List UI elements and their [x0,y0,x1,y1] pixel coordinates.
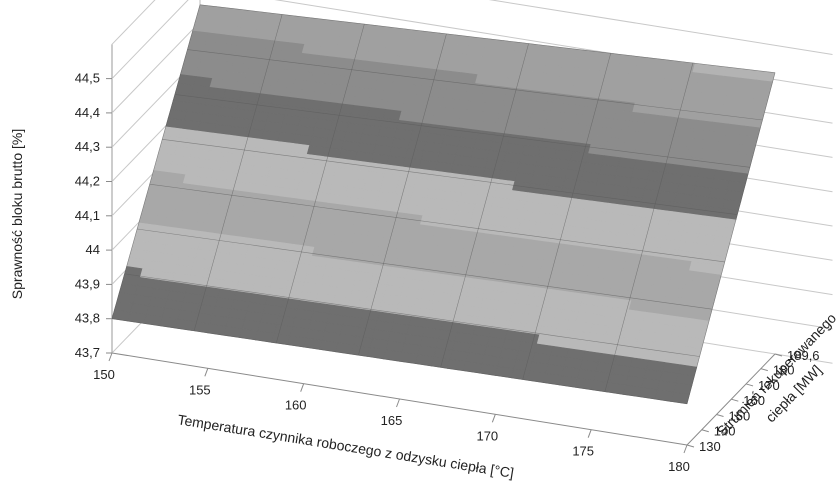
y-tick-mark [731,398,739,402]
z-tick-label: 44,4 [75,105,100,120]
z-tick-label: 44,5 [75,71,100,86]
y-tick-label: 180 [773,363,795,378]
y-axis-line [686,353,776,446]
y-tick-mark [774,353,783,357]
z-tick-label: 43,7 [75,345,100,360]
y-tick-label: 189,6 [787,348,820,363]
x-axis-title: Temperatura czynnika roboczego z odzysku… [177,411,515,481]
x-tick-mark [491,414,496,423]
tick-labels: 43,7 43,8 43,9 44 44,1 44,2 44,3 44,4 44,5 150 155… [75,71,820,474]
y-tick-mark [760,368,768,372]
surface-cell [111,309,131,322]
wall-gridline [111,0,833,55]
z-tick-label: 43,8 [75,311,100,326]
surface-gridline [111,4,201,319]
x-tick-label: 175 [572,444,594,459]
surface-cell [479,363,499,376]
z-tick-label: 43,9 [75,276,100,291]
surface-gridline [686,72,776,404]
surface-gridline [174,94,750,168]
x-tick-label: 180 [668,459,690,474]
surface-gridline [440,43,529,368]
y-tick-label: 170 [758,378,780,393]
y-tick-label: 150 [729,408,751,423]
x-tick-label: 170 [476,428,498,443]
surface-gridline [149,183,725,263]
y-tick-mark [745,383,754,387]
x-tick-label: 165 [381,413,403,428]
surface-gridline [162,139,738,215]
z-tick-label: 44,2 [75,174,100,189]
surface-gridline [276,24,365,344]
y-tick-label: 130 [699,439,721,454]
surface-grid [111,4,776,405]
surface-gridline [124,273,700,357]
z-axis-title: Sprawność bloku brutto [%] [9,129,25,299]
surface-gridline [604,62,694,392]
z-tick-label: 44,1 [75,208,100,223]
surface-gridline [199,4,776,73]
surface-plot [111,4,776,405]
x-tick-mark [396,398,400,408]
surface-gridline [111,318,688,405]
surface-gridline [358,33,447,356]
z-tick-label: 44 [86,242,100,257]
x-tick-label: 155 [189,382,211,397]
y-tick-label: 160 [743,393,765,408]
y-tick-label: 140 [714,424,736,439]
surface-gridline [522,53,611,380]
surface-gridline [137,228,713,310]
x-tick-mark [108,352,113,362]
surface-cell [207,323,227,336]
x-tick-mark [300,383,305,392]
x-tick-mark [683,444,688,454]
x-tick-mark [204,368,209,377]
y-tick-mark [716,413,724,417]
surface-gridline [187,49,763,121]
x-tick-label: 160 [285,398,307,413]
surface-cell [287,335,307,348]
surface-gridline [193,14,283,331]
y-tick-mark [686,444,695,448]
z-tick-label: 44,3 [75,139,100,154]
x-tick-label: 150 [93,367,115,382]
x-tick-mark [587,429,592,438]
y-tick-mark [701,429,709,433]
